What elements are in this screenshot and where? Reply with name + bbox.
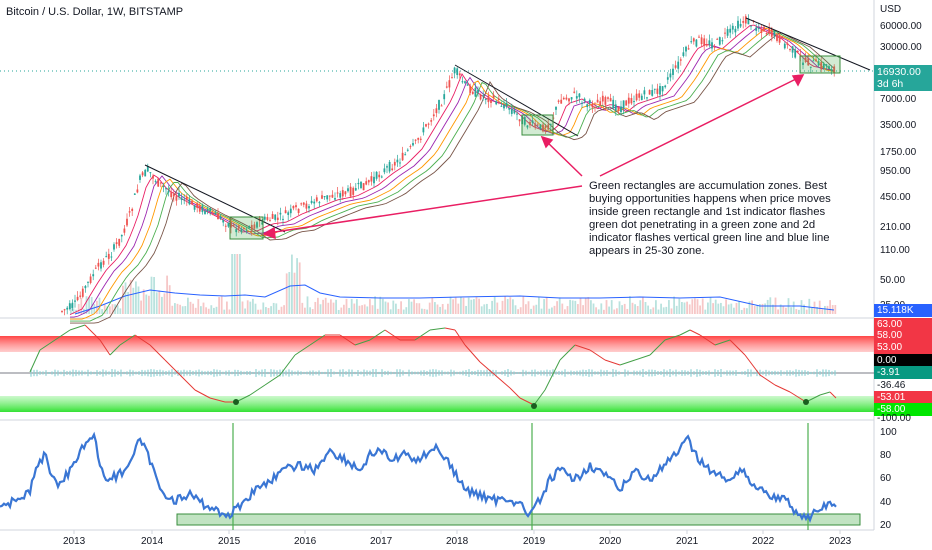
osc1-level-tag: -3.91 [874,366,932,379]
osc1-level-tag: 0.00 [874,354,932,367]
price-tick-label: 450.00 [880,192,911,203]
year-label: 2019 [523,536,546,547]
price-tick-label: 210.00 [880,222,911,233]
buy-signal-dot [531,403,537,409]
year-label: 2017 [370,536,393,547]
price-ribbon [69,24,835,324]
current-price-value: 16930.00 [877,66,921,78]
year-label: 2020 [599,536,622,547]
accumulation-zone [799,55,841,74]
annotation-arrows [262,74,805,240]
osc1-level-tag: 63.00 [874,318,932,331]
osc2-line [0,431,837,524]
current-price-tag: 16930.00 3d 6h [874,65,932,91]
osc2-tick-label: 100 [880,427,897,438]
oversold-band [0,396,874,412]
accumulation-zone [521,114,554,136]
accumulation-zone [229,216,264,240]
year-label: 2015 [218,536,241,547]
price-tick-label: 950.00 [880,166,911,177]
osc2-tick-label: 60 [880,473,892,484]
buy-signal-dot [233,399,239,405]
osc1-histogram [30,369,836,377]
osc2-tick-label: 40 [880,497,892,508]
year-label: 2014 [141,536,164,547]
accumulation-zone [176,513,861,526]
osc2-tick-label: 20 [880,520,892,531]
trend-lines [144,17,871,233]
overbought-band [0,336,874,352]
osc1-level-tag: 53.00 [874,341,932,354]
volume-bars [70,254,837,314]
osc1-level-tag: -36.46 [877,380,906,391]
price-tick-label: 30000.00 [880,42,922,53]
price-tick-label: 50.00 [880,275,906,286]
price-tick-label: 110.00 [880,245,910,256]
year-label: 2013 [63,536,86,547]
price-candles [61,14,836,316]
price-tick-label: 3500.00 [880,120,917,131]
price-tick-label: 7000.00 [880,94,917,105]
price-tick-label: 60000.00 [880,21,922,32]
year-label: 2018 [446,536,469,547]
currency-label: USD [880,4,902,15]
volume-tag: 15.118K [874,304,932,317]
osc2-tick-label: 80 [880,450,892,461]
price-tick-label: 1750.00 [880,147,917,158]
chart-title: Bitcoin / U.S. Dollar, 1W, BITSTAMP [6,6,184,18]
osc1-level-tag: 58.00 [874,329,932,342]
osc1-level-tag: -53.01 [874,391,932,404]
osc1-level-tag: -58.00 [874,403,932,416]
year-label: 2021 [676,536,699,547]
year-label: 2016 [294,536,317,547]
annotation-text: Green rectangles are accumulation zones.… [589,180,831,257]
bar-countdown: 3d 6h [877,78,904,90]
osc1-level-tag: -100.00 [877,413,911,424]
year-label: 2023 [829,536,852,547]
volume-ma-line [74,284,835,315]
year-label: 2022 [752,536,775,547]
buy-signal-dot [803,399,809,405]
